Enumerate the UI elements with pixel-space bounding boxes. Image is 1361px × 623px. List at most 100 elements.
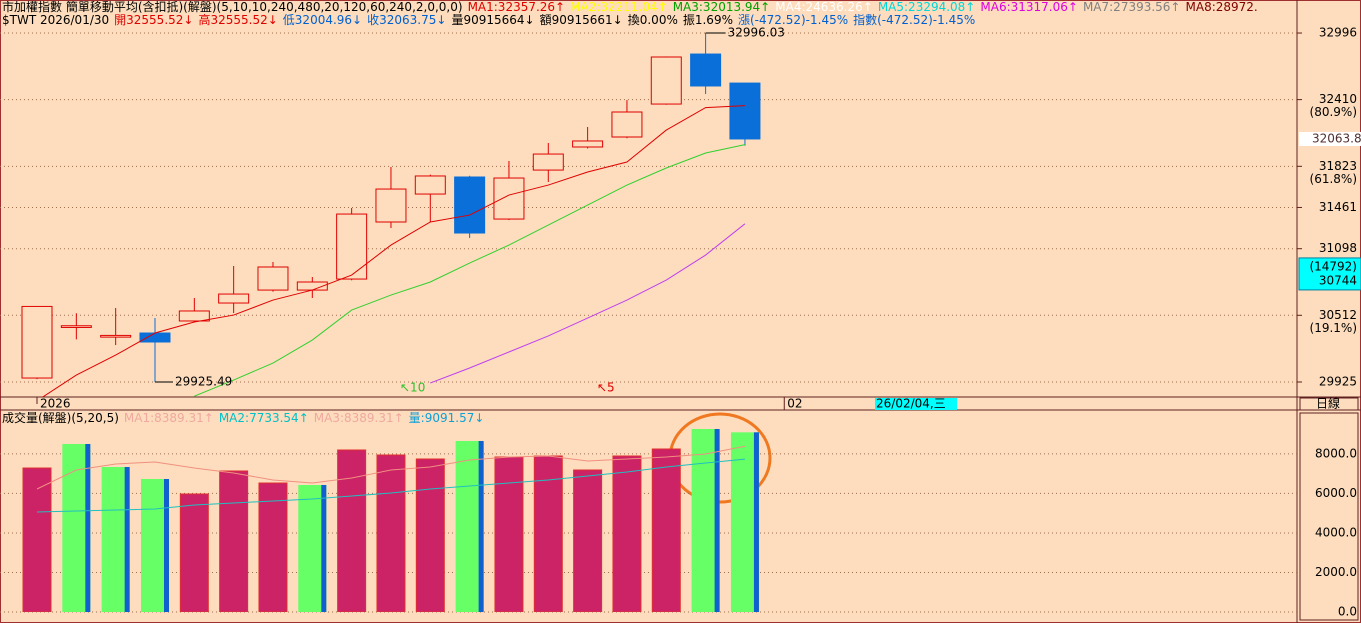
header-item: MA3:8389.31↑ <box>313 412 404 425</box>
header-item: $TWT 2026/01/30 <box>2 14 110 27</box>
volume-bar-edge <box>714 428 720 612</box>
header-item: 低32004.96↓ <box>282 14 363 27</box>
y-tick-label: 0.0 <box>1338 605 1357 619</box>
candle-body <box>139 332 171 343</box>
volume-bar-edge <box>85 444 91 612</box>
y-tick-label: 6000.0 <box>1315 486 1357 500</box>
volume-bar <box>219 470 249 612</box>
header-line: 成交量(解盤)(5,20,5) MA1:8389.31↑ MA2:7733.54↑ M… <box>2 412 1296 425</box>
cursor-date-box <box>875 398 957 410</box>
header-item: MA8:28972. <box>1185 1 1258 14</box>
y-tick-label: 30512 <box>1319 308 1357 322</box>
ma-line <box>194 144 746 397</box>
header-item: MA2:32211.04↑ <box>570 1 668 14</box>
header-item: 收32063.75↓ <box>367 14 447 27</box>
header-line: 市加權指數 簡單移動平均(含扣抵)(解盤)(5,10,10,240,480,20… <box>2 1 1296 14</box>
fib-label: (61.8%) <box>1310 172 1357 186</box>
candle-body <box>375 188 407 223</box>
volume-axis-box <box>1299 412 1359 621</box>
volume-bar-edge <box>753 432 759 612</box>
y-tick-label: 4000.0 <box>1315 525 1357 539</box>
header-item: 成交量(解盤)(5,20,5) <box>2 412 119 425</box>
header-item: 開32555.52↓ <box>114 14 194 27</box>
timeframe-box <box>1299 397 1359 411</box>
volume-bar <box>494 456 524 612</box>
candle-body <box>257 266 289 291</box>
last-price-box <box>1299 131 1361 146</box>
y-tick-label: 31461 <box>1319 200 1357 214</box>
volume-bar <box>533 455 563 612</box>
volume-bar <box>337 449 367 612</box>
header-line: $TWT 2026/01/30 開32555.52↓ 高32555.52↓ 低3200… <box>2 14 1296 27</box>
header-item: 高32555.52↓ <box>198 14 278 27</box>
ma-line <box>41 105 745 397</box>
header-item: 額90915661↓ <box>539 14 623 27</box>
plot-group <box>22 428 759 612</box>
candle-body <box>454 176 486 234</box>
header-item: 量90915664↓ <box>451 14 535 27</box>
cursor-count: (14792) <box>1309 259 1357 273</box>
header-item: 振1.69% <box>682 14 733 27</box>
cursor-date: 26/02/04,三 <box>876 397 946 411</box>
volume-bar-edge <box>163 478 169 612</box>
candle-body <box>690 53 722 87</box>
candle-body <box>336 213 368 280</box>
max-label: 32996.03 <box>728 26 785 40</box>
date-label: 2026 <box>40 397 71 411</box>
volume-bar <box>376 454 406 612</box>
y-tick-label: 32996 <box>1319 26 1357 40</box>
volume-bar <box>258 482 288 612</box>
volume-bar-edge <box>321 485 327 612</box>
candle-body <box>650 56 682 105</box>
ma-marker: ↖10 <box>400 381 425 395</box>
cursor-box <box>1298 257 1361 291</box>
volume-ma-line <box>36 445 746 490</box>
candle-body <box>21 305 53 379</box>
header-item: MA3:32013.94↑ <box>672 1 771 14</box>
candle-body <box>532 153 564 171</box>
header-item: MA4:24636.26↑ <box>775 1 873 14</box>
fib-label: (19.1%) <box>1310 321 1357 335</box>
header-item: MA5:23294.08↑ <box>877 1 976 14</box>
volume-bar <box>22 467 52 612</box>
volume-bar-edge <box>478 440 484 612</box>
volume-bar <box>179 493 209 612</box>
candle-body <box>414 175 446 195</box>
y-tick-label: 2000.0 <box>1315 565 1357 579</box>
candle-body <box>572 140 604 148</box>
header-item: MA6:31317.06↑ <box>980 1 1078 14</box>
header-item: 漲(-472.52)-1.45% <box>737 14 849 27</box>
candle-body <box>493 177 525 220</box>
volume-bar <box>415 458 445 612</box>
header-item: MA2:7733.54↑ <box>218 412 309 425</box>
volume-bar <box>612 455 642 612</box>
y-tick-label: 8000.0 <box>1315 446 1357 460</box>
min-label: 29925.49 <box>175 374 232 388</box>
volume-bar <box>573 469 603 612</box>
header-item: MA1:32357.26↑ <box>467 1 566 14</box>
ma-marker: ↖5 <box>597 381 615 395</box>
fib-label: (80.9%) <box>1310 105 1357 119</box>
candle-body <box>100 334 132 338</box>
header-item: MA1:8389.31↑ <box>123 412 214 425</box>
last-price-label: 32063.8 <box>1312 131 1361 145</box>
plot-group <box>21 33 761 397</box>
y-tick-label: 31823 <box>1319 159 1357 173</box>
volume-bar <box>651 448 681 612</box>
cursor-value: 30744 <box>1319 273 1357 287</box>
volume-bar-edge <box>124 467 130 612</box>
header-item: 指數(-472.52)-1.45% <box>853 14 976 27</box>
header-item: MA7:27393.56↑ <box>1082 1 1181 14</box>
y-tick-label: 29925 <box>1319 375 1357 389</box>
next-date-label: 02 <box>787 397 802 411</box>
candle-body <box>218 293 250 304</box>
candle-body <box>60 325 92 328</box>
header-item: 市加權指數 簡單移動平均(含扣抵)(解盤)(5,10,10,240,480,20… <box>2 1 463 14</box>
header-item: 換0.00% <box>627 14 678 27</box>
candle-body <box>729 82 761 140</box>
volume-ma-line <box>36 458 745 513</box>
timeframe: 日線 <box>1316 396 1340 411</box>
y-tick-label: 31098 <box>1319 241 1357 255</box>
candle-body <box>611 111 643 138</box>
